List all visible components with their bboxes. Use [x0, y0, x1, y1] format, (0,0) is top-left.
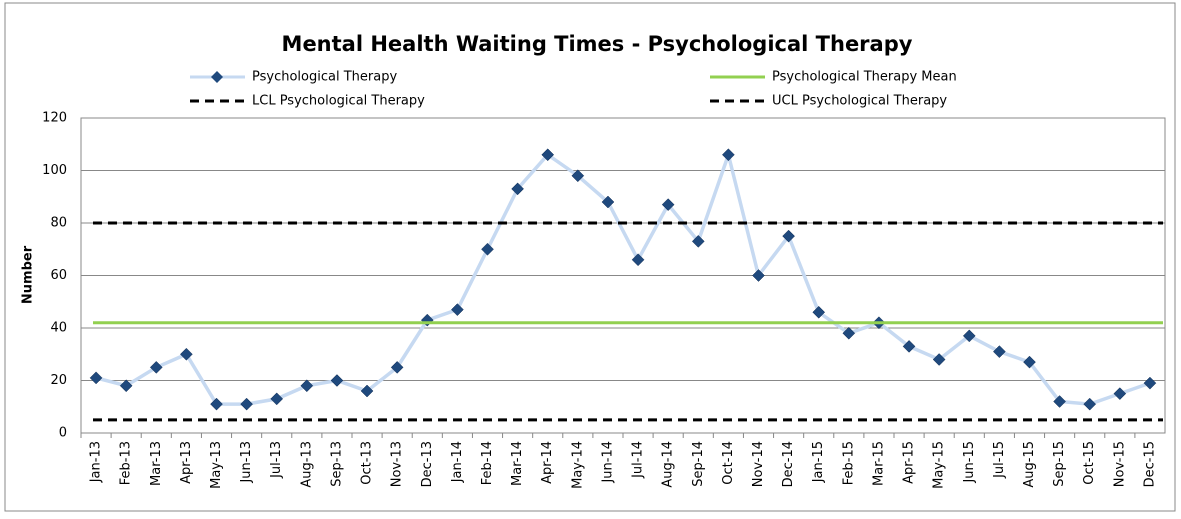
x-tick-label: Jul-14 — [631, 441, 646, 479]
x-tick-label: Dec-13 — [420, 441, 435, 487]
data-point — [691, 235, 705, 248]
data-point — [390, 361, 404, 374]
data-point — [451, 303, 464, 316]
legend-label: Psychological Therapy Mean — [772, 70, 957, 85]
x-tick-label: Nov-13 — [390, 441, 405, 487]
data-point — [511, 182, 524, 196]
data-point — [89, 371, 103, 385]
y-tick-label: 80 — [50, 216, 67, 231]
data-point — [300, 379, 314, 393]
frame — [4, 2, 1176, 512]
x-tick-label: Feb-13 — [119, 441, 134, 485]
x-tick-label: Apr-13 — [179, 441, 194, 484]
x-tick-label: Jul-13 — [269, 441, 284, 479]
x-tick-label: Dec-14 — [781, 441, 796, 487]
data-point — [722, 148, 735, 162]
x-tick-label: May-13 — [209, 441, 224, 489]
chart-title: Mental Health Waiting Times - Psychologi… — [282, 32, 913, 56]
data-point — [782, 229, 795, 243]
data-point — [571, 169, 585, 183]
x-tick-label: Jun-15 — [962, 441, 977, 484]
data-point — [149, 361, 163, 374]
data-point — [330, 374, 344, 387]
legend-label: UCL Psychological Therapy — [772, 94, 947, 109]
data-point — [1083, 397, 1097, 411]
data-point — [661, 198, 675, 211]
x-tick-label: Oct-14 — [721, 441, 736, 485]
x-tick-label: Aug-14 — [661, 441, 676, 488]
x-tick-label: Dec-15 — [1142, 441, 1157, 487]
y-tick-label: 40 — [50, 321, 67, 336]
y-axis-label: Number — [21, 245, 36, 304]
legend-label: Psychological Therapy — [252, 70, 397, 85]
x-tick-label: Jan-14 — [450, 441, 465, 483]
legend-marker — [211, 71, 223, 83]
y-tick-label: 0 — [59, 426, 67, 441]
data-point — [119, 379, 133, 393]
data-point — [631, 253, 645, 267]
y-tick-label: 60 — [50, 268, 67, 283]
data-point — [812, 305, 826, 319]
data-point — [240, 397, 253, 411]
x-tick-label: Nov-15 — [1112, 441, 1127, 487]
data-point — [541, 148, 555, 162]
data-point — [752, 269, 765, 282]
data-point — [993, 345, 1006, 358]
x-tick-label: Jun-14 — [600, 441, 615, 484]
x-tick-label: Oct-13 — [360, 441, 375, 485]
data-point — [1053, 395, 1066, 408]
data-point — [842, 326, 856, 340]
data-point — [902, 340, 916, 353]
x-tick-label: Feb-14 — [480, 441, 495, 485]
x-tick-label: Jun-13 — [239, 441, 254, 484]
x-tick-label: Feb-15 — [841, 441, 856, 485]
x-tick-label: Jan-15 — [811, 441, 826, 483]
x-tick-label: Sep-14 — [691, 441, 706, 487]
x-tick-label: May-15 — [932, 441, 947, 489]
y-tick-label: 120 — [42, 111, 67, 126]
data-point — [1143, 376, 1157, 390]
x-tick-label: Aug-13 — [299, 441, 314, 488]
data-point — [932, 353, 946, 366]
x-tick-label: Jul-15 — [992, 441, 1007, 479]
x-tick-label: Sep-13 — [329, 441, 344, 487]
data-point — [1113, 387, 1127, 400]
x-tick-label: Apr-14 — [540, 441, 555, 484]
x-tick-label: Mar-15 — [871, 441, 886, 486]
legend-label: LCL Psychological Therapy — [252, 94, 425, 109]
data-point — [601, 195, 615, 209]
data-point — [481, 242, 494, 256]
x-tick-label: Aug-15 — [1022, 441, 1037, 488]
x-tick-label: Nov-14 — [751, 441, 766, 487]
data-point — [360, 384, 374, 398]
data-point — [962, 329, 976, 343]
x-tick-label: Mar-13 — [149, 441, 164, 486]
y-tick-label: 100 — [42, 163, 67, 178]
y-tick-label: 20 — [50, 373, 67, 388]
data-point — [270, 392, 284, 406]
x-tick-label: Oct-15 — [1082, 441, 1097, 485]
x-tick-label: Mar-14 — [510, 441, 525, 486]
data-point — [180, 347, 193, 361]
x-tick-label: May-14 — [570, 441, 585, 489]
x-tick-label: Apr-15 — [902, 441, 917, 484]
data-point — [1023, 355, 1036, 369]
x-tick-label: Jan-13 — [89, 441, 104, 483]
x-tick-label: Sep-15 — [1052, 441, 1067, 487]
data-point — [210, 397, 223, 411]
